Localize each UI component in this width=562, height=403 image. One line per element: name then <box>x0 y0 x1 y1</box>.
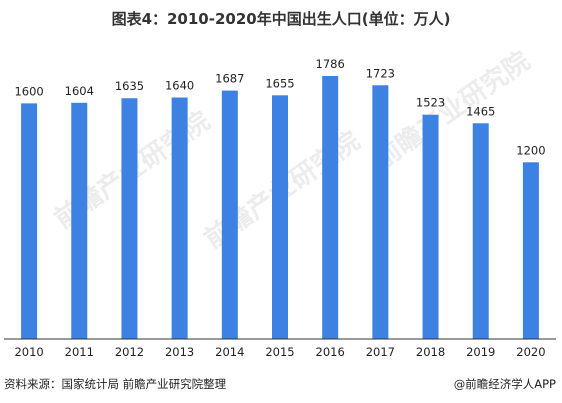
footer: 资料来源：国家统计局 前瞻产业研究院整理 @前瞻经济学人APP <box>0 376 562 396</box>
data-label-2018: 1523 <box>416 96 445 110</box>
bar-2016 <box>322 76 339 339</box>
data-label-2020: 1200 <box>516 143 545 157</box>
bar-2012 <box>121 98 138 340</box>
bar-2019 <box>472 123 489 339</box>
data-label-2017: 1723 <box>366 66 395 80</box>
chart-title: 图表4：2010-2020年中国出生人口(单位：万人) <box>111 10 451 28</box>
source-text: 资料来源：国家统计局 前瞻产业研究院整理 <box>4 377 227 391</box>
bar-2015 <box>272 95 288 340</box>
data-label-2011: 1604 <box>65 84 94 98</box>
data-label-2015: 1655 <box>265 76 294 90</box>
bar-2013 <box>171 97 188 339</box>
bar-2018 <box>422 114 439 339</box>
x-tick-2016: 2016 <box>316 345 345 359</box>
data-label-2012: 1635 <box>115 79 144 93</box>
x-tick-2010: 2010 <box>14 345 43 359</box>
bar-2020 <box>522 162 539 339</box>
brand-text: @前瞻经济学人APP <box>453 377 556 391</box>
bar-2017 <box>372 85 389 339</box>
data-label-2016: 1786 <box>316 57 345 71</box>
data-label-2010: 1600 <box>14 84 43 98</box>
bar-2014 <box>221 90 238 339</box>
data-label-2019: 1465 <box>466 104 495 118</box>
x-tick-2012: 2012 <box>115 345 144 359</box>
x-tick-2017: 2017 <box>366 345 395 359</box>
x-tick-2019: 2019 <box>466 345 495 359</box>
x-tick-2020: 2020 <box>516 345 545 359</box>
bar-2011 <box>71 102 88 339</box>
x-tick-2018: 2018 <box>416 345 445 359</box>
x-tick-2014: 2014 <box>215 345 244 359</box>
data-label-2014: 1687 <box>215 72 244 86</box>
data-label-2013: 1640 <box>165 78 194 92</box>
bar-2010 <box>21 103 38 339</box>
x-tick-2015: 2015 <box>265 345 294 359</box>
x-tick-2011: 2011 <box>65 345 94 359</box>
brand-credit: @前瞻经济学人APP <box>454 376 556 392</box>
x-tick-2013: 2013 <box>165 345 194 359</box>
